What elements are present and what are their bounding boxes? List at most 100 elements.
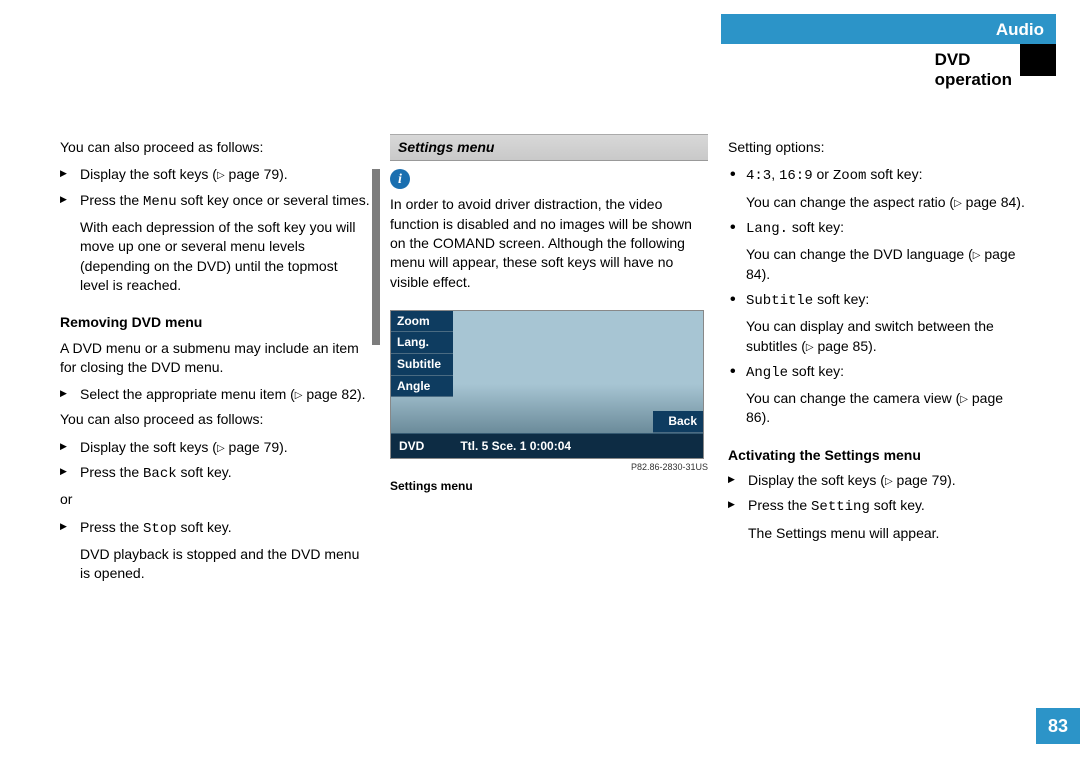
pageref-icon: ▷ [295, 389, 303, 403]
text: , [771, 166, 779, 182]
info-note: i In order to avoid driver distraction, … [390, 169, 708, 292]
text: page 84). [962, 194, 1025, 210]
c3-step7: Display the soft keys (▷ page 79). [728, 471, 1028, 490]
note-accent-bar [372, 169, 380, 345]
c1-step4: Display the soft keys (▷ page 79). [60, 438, 370, 457]
column-1: You can also proceed as follows: Display… [60, 134, 370, 590]
text: page 79). [225, 439, 288, 455]
c3-step8: Press the Setting soft key. [728, 496, 1028, 517]
softkey-back[interactable]: Back [653, 411, 703, 433]
figure-caption: Settings menu [390, 478, 708, 495]
c3-b1: 4:3, 16:9 or Zoom soft key: [728, 165, 1028, 186]
c3-b2-sub: You can change the DVD language (▷ page … [746, 245, 1028, 284]
text: soft key: [866, 166, 922, 182]
text: page 79). [893, 472, 956, 488]
text: Display the soft keys ( [748, 472, 885, 488]
pageref-icon: ▷ [885, 475, 893, 489]
c1-step2-sub: With each depression of the soft key you… [80, 218, 370, 295]
c1-step1: Display the soft keys (▷ page 79). [60, 165, 370, 184]
footer-left: DVD [399, 438, 424, 455]
c1-intro1: You can also proceed as follows: [60, 138, 370, 157]
c3-heading-activating: Activating the Settings menu [728, 446, 1028, 465]
comand-screen: Zoom Lang. Subtitle Angle Back DVD Ttl. … [390, 310, 704, 460]
text: page 79). [225, 166, 288, 182]
screen-body: Zoom Lang. Subtitle Angle Back [391, 311, 703, 433]
softkey-subtitle[interactable]: Subtitle [391, 354, 453, 376]
settings-menu-heading: Settings menu [390, 134, 708, 161]
corner-block [1020, 44, 1056, 76]
page-number: 83 [1036, 708, 1080, 744]
left-softkeys: Zoom Lang. Subtitle Angle [391, 311, 453, 397]
text: soft key. [177, 464, 232, 480]
text: You can change the DVD language ( [746, 246, 973, 262]
pageref-icon: ▷ [217, 442, 225, 456]
c3-b2: Lang. soft key: [728, 218, 1028, 239]
columns: You can also proceed as follows: Display… [60, 134, 1056, 590]
text: You can change the aspect ratio ( [746, 194, 954, 210]
text: Select the appropriate menu item ( [80, 386, 295, 402]
c3-step8-sub: The Settings menu will appear. [748, 524, 1028, 543]
text: soft key. [870, 497, 925, 513]
pageref-icon: ▷ [960, 393, 968, 407]
c3-b3-sub: You can display and switch between the s… [746, 317, 1028, 356]
text: soft key. [177, 519, 232, 535]
c1-step2: Press the Menu soft key once or several … [60, 191, 370, 212]
pageref-icon: ▷ [217, 169, 225, 183]
c1-step5: Press the Back soft key. [60, 463, 370, 484]
mono: Lang. [746, 221, 788, 237]
mono: 16:9 [779, 168, 813, 184]
mono: Menu [143, 194, 177, 210]
mono: Zoom [833, 168, 867, 184]
text: You can change the camera view ( [746, 390, 960, 406]
text: Press the [80, 519, 143, 535]
softkey-lang[interactable]: Lang. [391, 332, 453, 354]
text: soft key: [788, 363, 844, 379]
text: soft key: [813, 291, 869, 307]
text: page 82). [302, 386, 365, 402]
softkey-zoom[interactable]: Zoom [391, 311, 453, 333]
text: Press the [80, 464, 143, 480]
page-header: Audio DVD operation [60, 14, 1056, 84]
c1-step6-sub: DVD playback is stopped and the DVD menu… [80, 545, 370, 584]
column-3: Setting options: 4:3, 16:9 or Zoom soft … [728, 134, 1028, 590]
mono: 4:3 [746, 168, 771, 184]
info-icon: i [390, 169, 410, 189]
note-text: In order to avoid driver distraction, th… [390, 195, 708, 292]
mono: Setting [811, 499, 870, 515]
right-softkeys: Back [653, 411, 703, 433]
mono: Angle [746, 365, 788, 381]
mono: Subtitle [746, 293, 813, 309]
pageref-icon: ▷ [806, 341, 814, 355]
text: soft key once or several times. [177, 192, 370, 208]
c3-intro: Setting options: [728, 138, 1028, 157]
subsection-title: DVD operation [935, 50, 1012, 90]
c3-b4: Angle soft key: [728, 362, 1028, 383]
c3-b3: Subtitle soft key: [728, 290, 1028, 311]
column-2: Settings menu i In order to avoid driver… [390, 134, 708, 590]
c1-step6: Press the Stop soft key. [60, 518, 370, 539]
text: Display the soft keys ( [80, 439, 217, 455]
c1-or: or [60, 490, 370, 509]
c1-intro2: You can also proceed as follows: [60, 410, 370, 429]
text: or [813, 166, 833, 182]
mono: Stop [143, 521, 177, 537]
text: Display the soft keys ( [80, 166, 217, 182]
softkey-angle[interactable]: Angle [391, 376, 453, 398]
c1-body1: A DVD menu or a submenu may include an i… [60, 339, 370, 378]
c3-b1-sub: You can change the aspect ratio (▷ page … [746, 193, 1028, 212]
screen-footer: DVD Ttl. 5 Sce. 1 0:00:04 [391, 433, 703, 459]
text: Press the [80, 192, 143, 208]
section-title-bar: Audio [721, 14, 1056, 44]
pageref-icon: ▷ [954, 197, 962, 211]
c1-step3: Select the appropriate menu item (▷ page… [60, 385, 370, 404]
footer-right: Ttl. 5 Sce. 1 0:00:04 [460, 438, 571, 455]
text: Press the [748, 497, 811, 513]
c3-b4-sub: You can change the camera view (▷ page 8… [746, 389, 1028, 428]
mono: Back [143, 466, 177, 482]
pageref-icon: ▷ [973, 249, 981, 263]
c1-heading-removing: Removing DVD menu [60, 313, 370, 332]
page: Audio DVD operation You can also proceed… [0, 0, 1080, 762]
text: soft key: [788, 219, 844, 235]
text: page 85). [814, 338, 877, 354]
figure-id: P82.86-2830-31US [390, 461, 708, 473]
